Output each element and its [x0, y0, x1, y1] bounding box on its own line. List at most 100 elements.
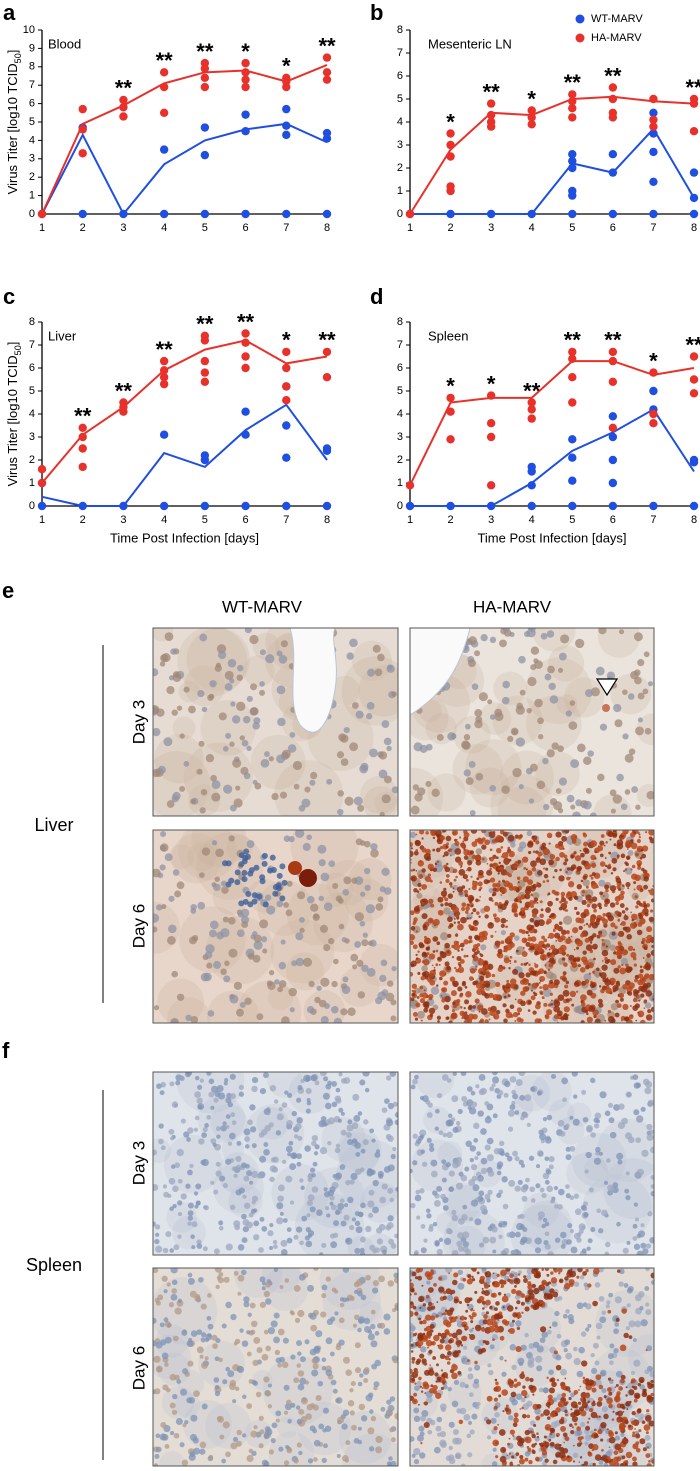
tissue-cell: [625, 1171, 630, 1176]
stain-spot: [500, 887, 507, 894]
tissue-cell: [496, 1161, 504, 1168]
tissue-blotch: [237, 980, 302, 1023]
stain-spot: [488, 992, 494, 999]
stain-spot: [420, 1390, 424, 1393]
stain-spot: [638, 833, 641, 836]
tissue-cell: [514, 1110, 520, 1115]
tissue-cell: [268, 1449, 274, 1455]
tissue-cell: [368, 1446, 375, 1452]
tissue-cell: [464, 1384, 469, 1389]
tissue-cell: [612, 794, 622, 804]
tissue-blotch: [179, 906, 246, 973]
tissue-cell: [519, 1094, 526, 1101]
tissue-cell: [511, 1399, 518, 1406]
tissue-cell: [502, 680, 511, 689]
data-point: [527, 120, 536, 129]
tissue-cell: [258, 1443, 264, 1449]
stain-spot: [582, 894, 584, 897]
stain-spot: [594, 1018, 601, 1023]
tissue-cell: [229, 741, 235, 747]
tissue-cell: [635, 1137, 642, 1144]
stain-spot: [603, 844, 606, 847]
tissue-cell: [199, 807, 206, 814]
tissue-cell: [252, 1359, 259, 1367]
stain-spot: [524, 1306, 530, 1312]
stain-spot: [548, 981, 555, 989]
data-point: [689, 389, 699, 398]
stain-spot: [493, 1426, 498, 1431]
stain-spot: [576, 958, 581, 962]
tissue-cell: [241, 1213, 247, 1220]
tissue-cell: [311, 1173, 316, 1178]
data-point: [486, 209, 496, 219]
tissue-cell: [434, 1126, 439, 1131]
tissue-cell: [599, 723, 608, 731]
tissue-cell: [590, 687, 600, 697]
stain-spot: [469, 967, 476, 974]
data-point: [241, 363, 250, 373]
tissue-cell: [520, 1185, 528, 1193]
stain-spot: [437, 956, 442, 961]
tissue-cell: [153, 1463, 159, 1466]
stain-spot: [533, 839, 536, 843]
tissue-cell: [187, 1272, 193, 1278]
tissue-cell: [335, 1344, 342, 1351]
tissue-cell: [342, 976, 349, 983]
tissue-blotch: [593, 794, 632, 816]
tissue-cell: [631, 786, 639, 793]
tissue-cell: [243, 1202, 251, 1209]
tissue-cell: [163, 737, 173, 747]
tissue-cell: [199, 872, 205, 878]
tissue-cell: [544, 673, 552, 681]
data-point: [527, 481, 536, 490]
stain-spot: [625, 832, 628, 835]
tissue-cell: [534, 1247, 542, 1254]
stain-spot: [498, 1429, 506, 1436]
stain-spot: [627, 887, 630, 890]
stain-spot: [481, 837, 486, 841]
tissue-cell: [293, 1377, 300, 1384]
stain-spot: [530, 995, 536, 1001]
tissue-blotch: [598, 628, 640, 658]
tissue-cell: [467, 659, 476, 668]
stain-spot: [512, 1422, 518, 1428]
stain-spot: [481, 844, 487, 850]
tissue-cell: [569, 1115, 574, 1120]
stain-spot: [446, 1016, 450, 1020]
stain-spot: [440, 994, 443, 997]
data-point: [649, 94, 658, 104]
tissue-cell: [646, 1345, 653, 1352]
stain-spot: [650, 1006, 654, 1013]
stain-spot: [622, 1003, 629, 1011]
tissue-cell: [180, 1118, 186, 1124]
stain-spot: [479, 952, 482, 956]
tissue-cell: [548, 1369, 554, 1376]
tissue-cell: [234, 879, 241, 886]
tissue-cell: [306, 1100, 312, 1106]
stain-spot: [443, 851, 449, 857]
stain-spot: [503, 947, 508, 953]
stain-spot: [526, 870, 533, 876]
stain-spot: [456, 916, 460, 920]
tissue-cell: [363, 840, 371, 848]
tissue-cell: [228, 835, 235, 842]
stain-spot: [505, 862, 508, 866]
stain-spot: [433, 1334, 440, 1342]
tissue-cell: [461, 1095, 468, 1102]
tissue-cell: [588, 1187, 594, 1193]
stain-spot: [449, 976, 456, 982]
stain-spot: [639, 1379, 644, 1384]
tissue-cell: [473, 1122, 480, 1130]
tissue-cell: [498, 1222, 503, 1228]
stain-spot: [598, 1002, 604, 1008]
x-tick-label: 4: [529, 222, 535, 234]
stain-spot: [431, 964, 434, 967]
stain-spot: [634, 974, 640, 980]
significance-label: **: [685, 332, 700, 357]
tissue-cell: [302, 957, 313, 967]
tissue-cell: [249, 634, 259, 645]
stain-spot: [458, 869, 466, 876]
tissue-cell: [340, 758, 349, 766]
tissue-cell: [366, 967, 376, 977]
tissue-cell: [278, 980, 287, 988]
